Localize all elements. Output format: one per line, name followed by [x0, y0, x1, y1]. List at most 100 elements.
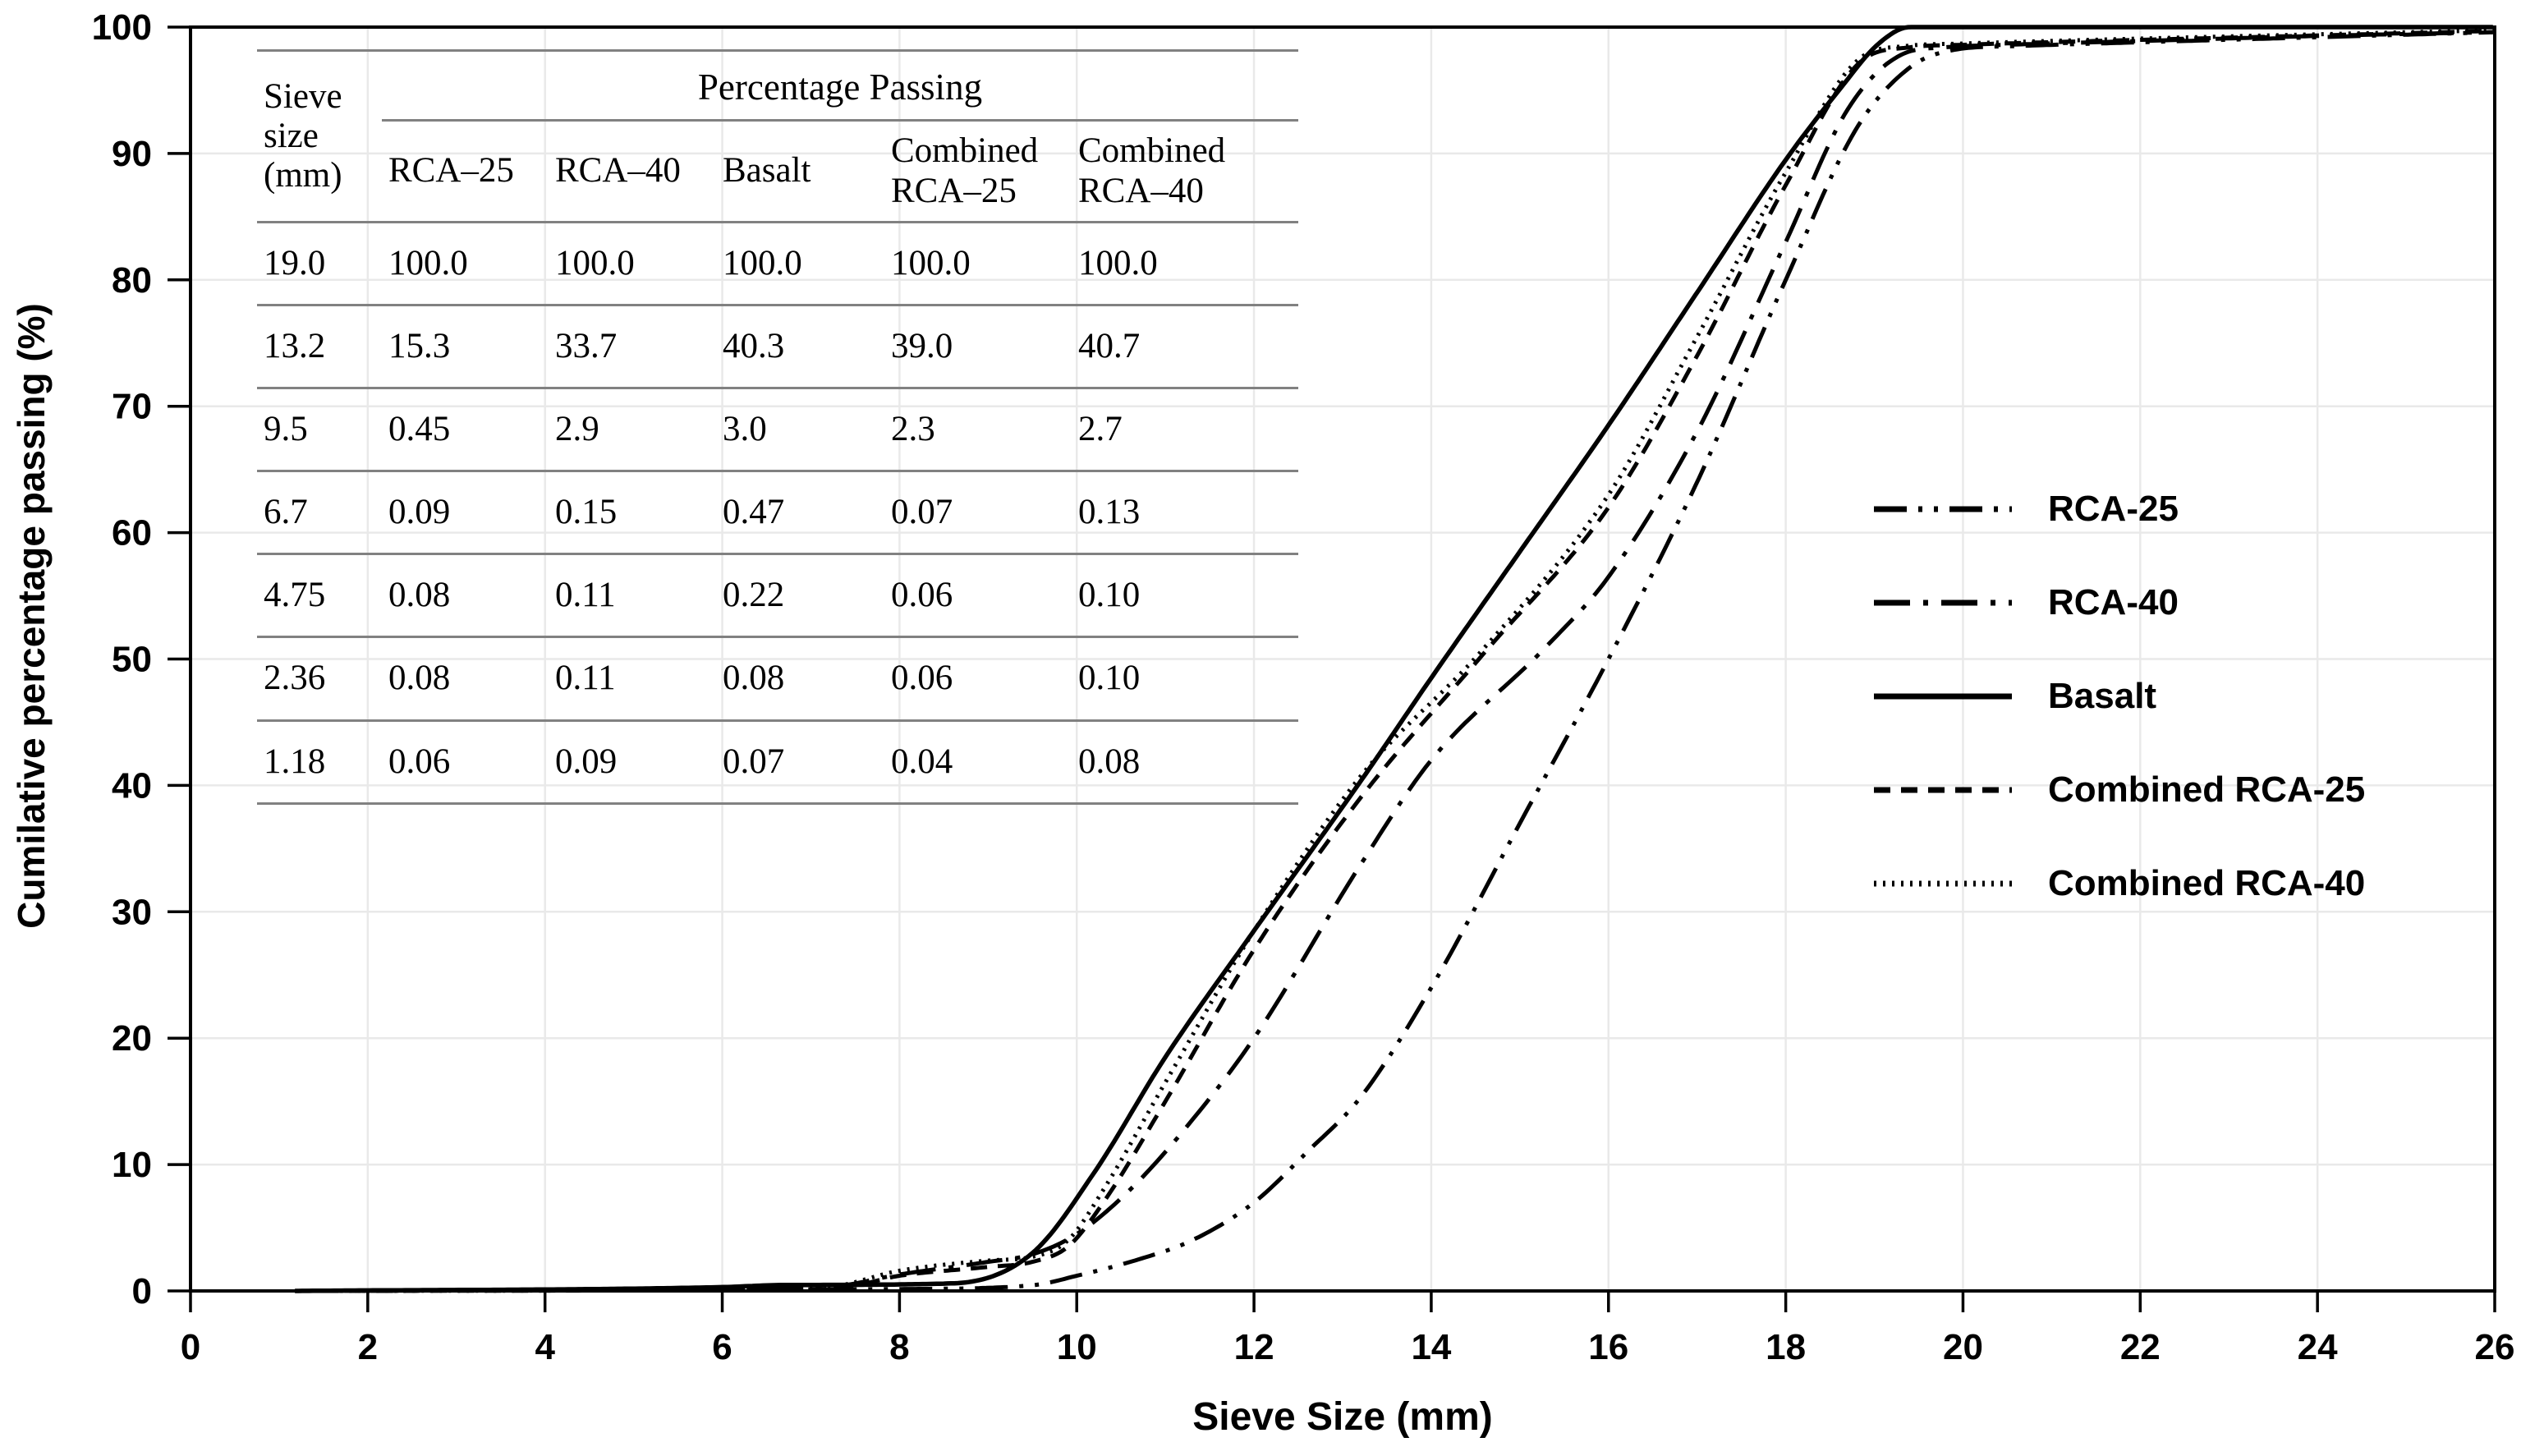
percentage-passing-cell: 0.09	[555, 742, 618, 781]
legend-label-combined-rca-25: Combined RCA-25	[2048, 769, 2366, 810]
percentage-passing-cell: 0.45	[382, 388, 549, 473]
y-tick-label: 10	[112, 1145, 152, 1185]
y-tick-label: 80	[112, 260, 152, 301]
percentage-passing-cell: 0.13	[1072, 471, 1298, 556]
x-tick-label: 22	[2120, 1327, 2161, 1367]
y-tick-label: 30	[112, 892, 152, 932]
percentage-passing-cell: 0.22	[716, 553, 884, 639]
percentage-passing-cell: 0.47	[716, 471, 884, 556]
legend-label-rca-25: RCA-25	[2048, 489, 2179, 529]
percentage-passing-cell: 0.07	[723, 742, 785, 781]
x-tick-label: 4	[535, 1327, 555, 1367]
percentage-passing-cell: 100.0	[716, 222, 884, 306]
x-tick-label: 16	[1588, 1327, 1628, 1367]
percentage-passing-cell: 0.04	[891, 742, 953, 781]
curve-rca-25	[295, 30, 2493, 1293]
sieve-size-cell: 13.2	[257, 305, 382, 390]
percentage-passing-cell: 0.08	[1078, 742, 1141, 781]
percentage-passing-cell: 0.09	[382, 471, 549, 556]
table-column-header: RCA–25	[382, 120, 549, 223]
table-row: 9.5 0.45 2.9 3.0 2.3 2.7	[257, 388, 1298, 473]
x-tick-label: 20	[1943, 1327, 1983, 1367]
y-tick-label: 70	[112, 387, 152, 427]
legend-item-combined-rca-25: Combined RCA-25	[1874, 743, 2365, 837]
percentage-passing-cell: 3.0	[716, 388, 884, 473]
percentage-passing-cell: 40.7	[1072, 305, 1298, 390]
percentage-passing-cell: 0.06	[884, 636, 1072, 722]
table-header-sieve-size: Sieve size (mm)	[257, 50, 382, 223]
legend-item-rca-25: RCA-25	[1874, 462, 2365, 556]
y-tick-label: 60	[112, 513, 152, 553]
table-row: 6.7 0.09 0.15 0.47 0.07 0.13	[257, 471, 1298, 556]
percentage-passing-cell: 0.07	[884, 471, 1072, 556]
y-tick-label: 90	[112, 134, 152, 174]
percentage-passing-cell: 2.9	[549, 388, 716, 473]
table-row: 2.36 0.08 0.11 0.08 0.06 0.10	[257, 636, 1298, 722]
percentage-passing-cell: 2.7	[1072, 388, 1298, 473]
legend-label-basalt: Basalt	[2048, 676, 2157, 716]
legend-label-combined-rca-40: Combined RCA-40	[2048, 863, 2366, 903]
percentage-passing-cell: 0.08	[382, 553, 549, 639]
x-tick-label: 18	[1766, 1327, 1806, 1367]
x-tick-label: 2	[358, 1327, 378, 1367]
sieve-size-cell: 6.7	[257, 471, 382, 556]
percentage-passing-cell: 100.0	[884, 222, 1072, 306]
curve-combined-rca-25	[295, 29, 2493, 1293]
x-tick-label: 10	[1057, 1327, 1097, 1367]
inset-table-header: Sieve size (mm) Percentage Passing RCA–2…	[257, 50, 1298, 223]
sieve-size-cell: 4.75	[257, 553, 382, 639]
table-column-header: Basalt	[716, 120, 884, 223]
curve-basalt	[295, 25, 2493, 1293]
y-tick-label: 40	[112, 765, 152, 806]
percentage-passing-cell: 100.0	[382, 222, 549, 306]
percentage-passing-cell: 100.0	[549, 222, 716, 306]
percentage-passing-cell: 40.3	[716, 305, 884, 390]
y-tick-label: 50	[112, 640, 152, 680]
sieve-size-cell: 1.18	[264, 742, 326, 781]
y-tick-label: 0	[132, 1271, 152, 1311]
percentage-passing-cell: 39.0	[884, 305, 1072, 390]
y-tick-label: 100	[92, 7, 152, 48]
table-column-header: Combined RCA–25	[884, 120, 1072, 223]
table-row: 1.18 0.06 0.09 0.07 0.04 0.08	[257, 720, 1298, 803]
y-tick-label: 20	[112, 1018, 152, 1059]
table-column-header: RCA–40	[549, 120, 716, 223]
legend-item-combined-rca-40: Combined RCA-40	[1874, 837, 2365, 930]
legend: RCA-25 RCA-40 Basalt Combined RCA-25 Combine…	[1874, 462, 2365, 930]
x-axis-title: Sieve Size (mm)	[1192, 1395, 1493, 1439]
percentage-passing-cell: 0.06	[884, 553, 1072, 639]
percentage-passing-cell: 0.11	[549, 553, 716, 639]
percentage-passing-cell: 33.7	[549, 305, 716, 390]
sieve-size-cell: 2.36	[257, 636, 382, 722]
x-tick-label: 24	[2298, 1327, 2338, 1367]
legend-line-rca-25-icon	[1874, 506, 2012, 512]
x-tick-label: 8	[889, 1327, 909, 1367]
table-column-header: Combined RCA–40	[1072, 120, 1298, 223]
inset-data-table: Sieve size (mm) Percentage Passing RCA–2…	[257, 49, 1298, 805]
percentage-passing-cell: 0.15	[549, 471, 716, 556]
percentage-passing-cell: 0.10	[1072, 553, 1298, 639]
table-row: 4.75 0.08 0.11 0.22 0.06 0.10	[257, 553, 1298, 639]
legend-line-combined-rca-25-icon	[1874, 787, 2012, 793]
legend-item-rca-40: RCA-40	[1874, 556, 2365, 650]
percentage-passing-cell: 2.3	[884, 388, 1072, 473]
percentage-passing-cell: 0.08	[716, 636, 884, 722]
x-tick-label: 0	[181, 1327, 200, 1367]
x-tick-label: 6	[712, 1327, 732, 1367]
table-row: 13.2 15.3 33.7 40.3 39.0 40.7	[257, 305, 1298, 390]
legend-item-basalt: Basalt	[1874, 650, 2365, 743]
percentage-passing-cell: 0.11	[549, 636, 716, 722]
x-tick-label: 14	[1411, 1327, 1451, 1367]
sieve-size-cell: 9.5	[257, 388, 382, 473]
x-tick-label: 12	[1234, 1327, 1274, 1367]
sieve-size-cell: 19.0	[257, 222, 382, 306]
legend-label-rca-40: RCA-40	[2048, 582, 2179, 622]
percentage-passing-cell: 100.0	[1072, 222, 1298, 306]
table-header-percentage-passing: Percentage Passing	[382, 50, 1298, 122]
table-row: 19.0 100.0 100.0 100.0 100.0 100.0	[257, 222, 1298, 306]
legend-line-basalt-icon	[1874, 693, 2012, 700]
percentage-passing-cell: 0.06	[388, 742, 451, 781]
legend-line-combined-rca-40-icon	[1874, 880, 2012, 887]
y-axis-title: Cumilative percentage passing (%)	[10, 303, 53, 929]
